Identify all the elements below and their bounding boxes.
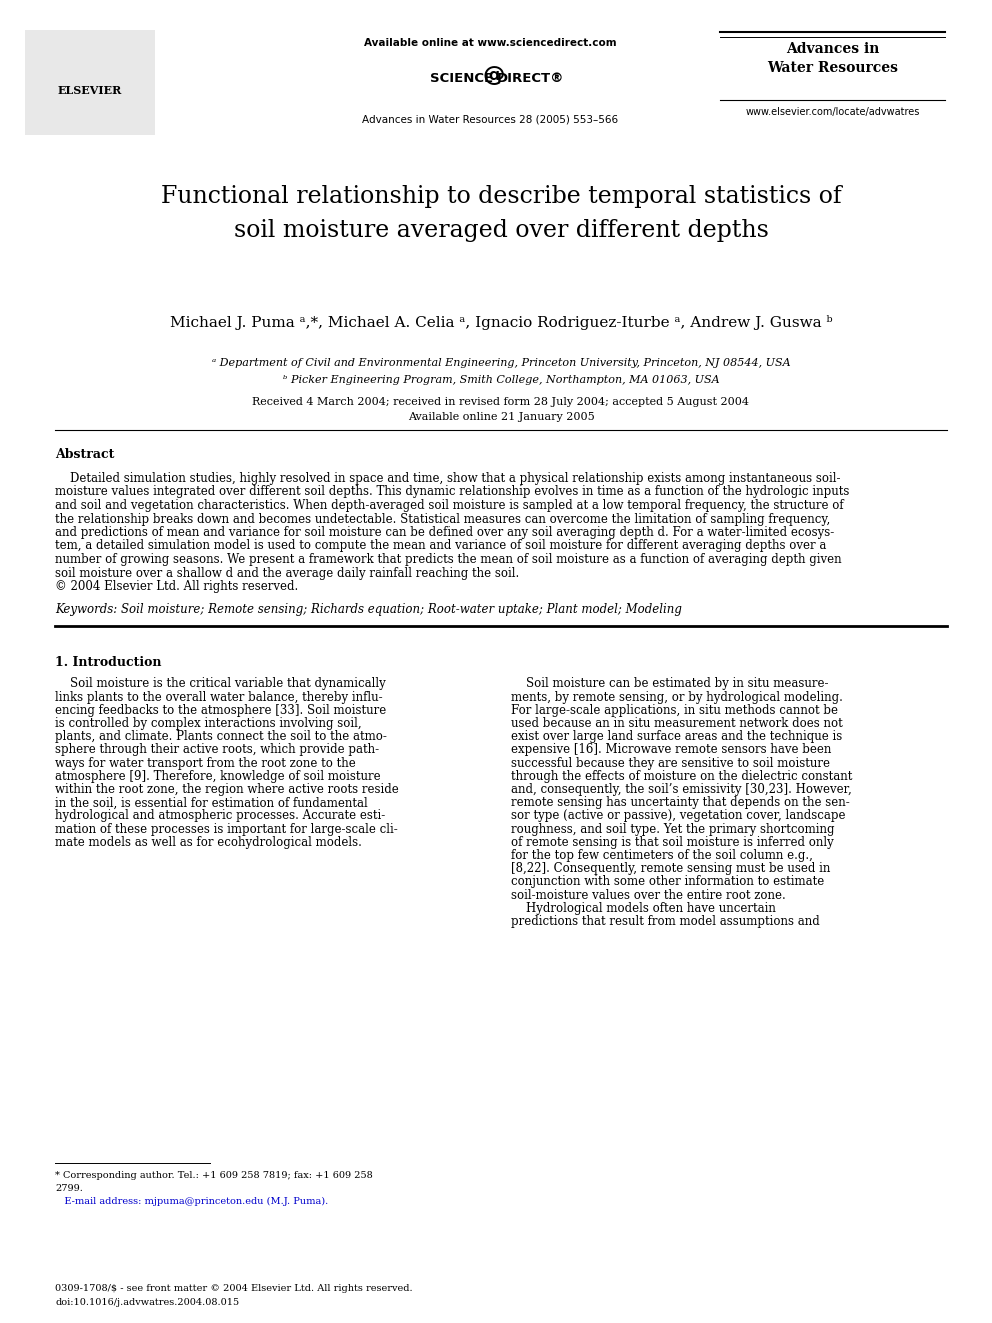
Text: * Corresponding author. Tel.: +1 609 258 7819; fax: +1 609 258: * Corresponding author. Tel.: +1 609 258… [55,1171,373,1180]
Text: sphere through their active roots, which provide path-: sphere through their active roots, which… [55,744,379,757]
Text: ᵇ Picker Engineering Program, Smith College, Northampton, MA 01063, USA: ᵇ Picker Engineering Program, Smith Coll… [283,374,719,385]
Text: Advances in Water Resources 28 (2005) 553–566: Advances in Water Resources 28 (2005) 55… [362,115,618,124]
Text: For large-scale applications, in situ methods cannot be: For large-scale applications, in situ me… [511,704,838,717]
Text: number of growing seasons. We present a framework that predicts the mean of soil: number of growing seasons. We present a … [55,553,841,566]
Text: ᵃ Department of Civil and Environmental Engineering, Princeton University, Princ: ᵃ Department of Civil and Environmental … [211,359,791,368]
Text: DIRECT®: DIRECT® [496,71,563,85]
Text: Keywords: Soil moisture; Remote sensing; Richards equation; Root-water uptake; P: Keywords: Soil moisture; Remote sensing;… [55,603,682,617]
Text: in the soil, is essential for estimation of fundamental: in the soil, is essential for estimation… [55,796,368,810]
Text: SCIENCE: SCIENCE [431,71,494,85]
Text: Available online 21 January 2005: Available online 21 January 2005 [408,411,594,422]
Text: Available online at www.sciencedirect.com: Available online at www.sciencedirect.co… [364,38,616,48]
Text: Hydrological models often have uncertain: Hydrological models often have uncertain [511,902,776,916]
Bar [25,30,155,135]
Text: for the top few centimeters of the soil column e.g.,: for the top few centimeters of the soil … [511,849,812,863]
Text: E-mail address: mjpuma@princeton.edu (M.J. Puma).: E-mail address: mjpuma@princeton.edu (M.… [55,1197,328,1207]
Text: predictions that result from model assumptions and: predictions that result from model assum… [511,916,819,929]
Text: Soil moisture can be estimated by in situ measure-: Soil moisture can be estimated by in sit… [511,677,828,691]
Text: www.elsevier.com/locate/advwatres: www.elsevier.com/locate/advwatres [745,107,920,116]
Text: doi:10.1016/j.advwatres.2004.08.015: doi:10.1016/j.advwatres.2004.08.015 [55,1298,239,1307]
Text: Received 4 March 2004; received in revised form 28 July 2004; accepted 5 August : Received 4 March 2004; received in revis… [253,397,750,407]
Text: tem, a detailed simulation model is used to compute the mean and variance of soi: tem, a detailed simulation model is used… [55,540,826,553]
Text: Advances in
Water Resources: Advances in Water Resources [767,42,898,75]
Text: links plants to the overall water balance, thereby influ-: links plants to the overall water balanc… [55,691,383,704]
Text: ELSEVIER: ELSEVIER [58,85,122,95]
Text: remote sensing has uncertainty that depends on the sen-: remote sensing has uncertainty that depe… [511,796,850,810]
Text: soil moisture over a shallow d and the average daily rainfall reaching the soil.: soil moisture over a shallow d and the a… [55,566,519,579]
Text: within the root zone, the region where active roots reside: within the root zone, the region where a… [55,783,399,796]
Text: Michael J. Puma ᵃ,*, Michael A. Celia ᵃ, Ignacio Rodriguez-Iturbe ᵃ, Andrew J. G: Michael J. Puma ᵃ,*, Michael A. Celia ᵃ,… [170,315,832,329]
Text: successful because they are sensitive to soil moisture: successful because they are sensitive to… [511,757,830,770]
Text: roughness, and soil type. Yet the primary shortcoming: roughness, and soil type. Yet the primar… [511,823,834,836]
Text: @: @ [483,65,505,85]
Text: is controlled by complex interactions involving soil,: is controlled by complex interactions in… [55,717,362,730]
Text: 2799.: 2799. [55,1184,83,1193]
Text: and, consequently, the soil’s emissivity [30,23]. However,: and, consequently, the soil’s emissivity… [511,783,852,796]
Text: encing feedbacks to the atmosphere [33]. Soil moisture: encing feedbacks to the atmosphere [33].… [55,704,386,717]
Text: [8,22]. Consequently, remote sensing must be used in: [8,22]. Consequently, remote sensing mus… [511,863,830,876]
Text: 0309-1708/$ - see front matter © 2004 Elsevier Ltd. All rights reserved.: 0309-1708/$ - see front matter © 2004 El… [55,1285,413,1293]
Text: Abstract: Abstract [55,448,114,460]
Text: Detailed simulation studies, highly resolved in space and time, show that a phys: Detailed simulation studies, highly reso… [55,472,840,486]
Text: exist over large land surface areas and the technique is: exist over large land surface areas and … [511,730,842,744]
Text: conjunction with some other information to estimate: conjunction with some other information … [511,876,824,889]
Text: and soil and vegetation characteristics. When depth-averaged soil moisture is sa: and soil and vegetation characteristics.… [55,499,843,512]
Text: and predictions of mean and variance for soil moisture can be defined over any s: and predictions of mean and variance for… [55,527,834,538]
Text: ways for water transport from the root zone to the: ways for water transport from the root z… [55,757,356,770]
Text: through the effects of moisture on the dielectric constant: through the effects of moisture on the d… [511,770,852,783]
Text: the relationship breaks down and becomes undetectable. Statistical measures can : the relationship breaks down and becomes… [55,512,830,525]
Text: mate models as well as for ecohydrological models.: mate models as well as for ecohydrologic… [55,836,362,849]
Text: 1. Introduction: 1. Introduction [55,655,162,668]
Text: sor type (active or passive), vegetation cover, landscape: sor type (active or passive), vegetation… [511,810,845,823]
Text: expensive [16]. Microwave remote sensors have been: expensive [16]. Microwave remote sensors… [511,744,831,757]
Text: mation of these processes is important for large-scale cli-: mation of these processes is important f… [55,823,398,836]
Text: plants, and climate. Plants connect the soil to the atmo-: plants, and climate. Plants connect the … [55,730,387,744]
Text: hydrological and atmospheric processes. Accurate esti-: hydrological and atmospheric processes. … [55,810,385,823]
Text: soil-moisture values over the entire root zone.: soil-moisture values over the entire roo… [511,889,786,902]
Text: © 2004 Elsevier Ltd. All rights reserved.: © 2004 Elsevier Ltd. All rights reserved… [55,579,299,593]
Text: Soil moisture is the critical variable that dynamically: Soil moisture is the critical variable t… [55,677,386,691]
Text: atmosphere [9]. Therefore, knowledge of soil moisture: atmosphere [9]. Therefore, knowledge of … [55,770,381,783]
Text: ments, by remote sensing, or by hydrological modeling.: ments, by remote sensing, or by hydrolog… [511,691,843,704]
Text: of remote sensing is that soil moisture is inferred only: of remote sensing is that soil moisture … [511,836,833,849]
Text: Functional relationship to describe temporal statistics of
soil moisture average: Functional relationship to describe temp… [161,185,841,242]
Text: moisture values integrated over different soil depths. This dynamic relationship: moisture values integrated over differen… [55,486,849,499]
Text: used because an in situ measurement network does not: used because an in situ measurement netw… [511,717,843,730]
